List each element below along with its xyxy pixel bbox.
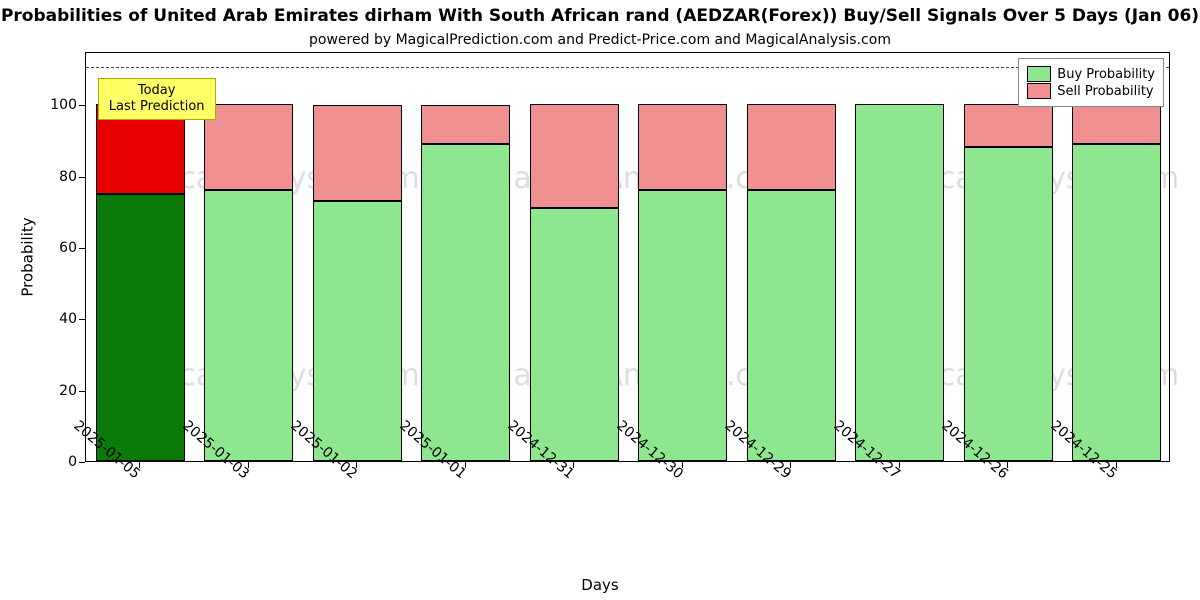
annotation-line1: Today bbox=[138, 83, 176, 98]
bar-sell bbox=[530, 104, 619, 207]
legend-swatch-buy bbox=[1027, 66, 1051, 82]
legend-item-buy: Buy Probability bbox=[1027, 66, 1155, 82]
legend: Buy Probability Sell Probability bbox=[1018, 58, 1164, 107]
bar-group bbox=[638, 51, 727, 461]
bar-buy bbox=[530, 208, 619, 461]
y-axis: 020406080100 bbox=[0, 52, 85, 462]
bar-sell bbox=[964, 104, 1053, 147]
chart-title: Probabilities of United Arab Emirates di… bbox=[0, 6, 1200, 26]
annotation-line2: Last Prediction bbox=[109, 99, 205, 114]
x-axis-label: Days bbox=[0, 576, 1200, 594]
y-tick-label: 20 bbox=[59, 383, 77, 399]
y-tick-mark bbox=[79, 462, 85, 463]
bar-sell bbox=[421, 105, 510, 144]
bar-group bbox=[964, 51, 1053, 461]
y-tick-label: 40 bbox=[59, 311, 77, 327]
bar-sell bbox=[1072, 105, 1161, 144]
bar-group bbox=[204, 51, 293, 461]
legend-label-buy: Buy Probability bbox=[1057, 67, 1155, 82]
bar-buy bbox=[313, 201, 402, 461]
bar-group bbox=[313, 51, 402, 461]
plot-area: MagicalAnalysis.comMagicalAnalysis.comMa… bbox=[85, 52, 1170, 462]
bar-sell bbox=[313, 105, 402, 201]
bar-sell bbox=[747, 104, 836, 190]
legend-label-sell: Sell Probability bbox=[1057, 84, 1153, 99]
bar-buy bbox=[638, 190, 727, 461]
bar-sell bbox=[638, 104, 727, 190]
bar-buy bbox=[855, 104, 944, 461]
y-tick-label: 100 bbox=[50, 97, 77, 113]
bar-group bbox=[530, 51, 619, 461]
bar-buy bbox=[747, 190, 836, 461]
reference-line bbox=[86, 67, 1169, 68]
bar-group bbox=[855, 51, 944, 461]
bar-buy bbox=[204, 190, 293, 461]
y-tick-label: 0 bbox=[68, 454, 77, 470]
bar-sell bbox=[204, 104, 293, 190]
y-tick-label: 80 bbox=[59, 169, 77, 185]
bar-group bbox=[421, 51, 510, 461]
legend-item-sell: Sell Probability bbox=[1027, 83, 1155, 99]
bar-buy bbox=[421, 144, 510, 461]
bar-group bbox=[1072, 51, 1161, 461]
annotation-today: TodayLast Prediction bbox=[98, 78, 216, 121]
bar-buy bbox=[1072, 144, 1161, 461]
y-tick-label: 60 bbox=[59, 240, 77, 256]
chart-subtitle: powered by MagicalPrediction.com and Pre… bbox=[0, 32, 1200, 48]
bar-group bbox=[747, 51, 836, 461]
bar-buy bbox=[96, 194, 185, 461]
chart-container: Probabilities of United Arab Emirates di… bbox=[0, 0, 1200, 600]
legend-swatch-sell bbox=[1027, 83, 1051, 99]
bar-buy bbox=[964, 147, 1053, 461]
